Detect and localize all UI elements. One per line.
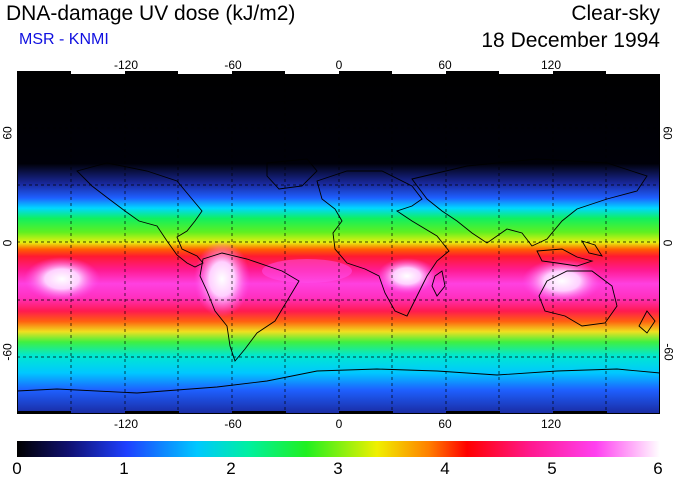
lat-tick-left: -60: [0, 343, 15, 361]
colorbar-label: 5: [547, 459, 557, 478]
lon-tick-top: 120: [540, 58, 562, 72]
lon-tick-bottom: 60: [438, 417, 452, 431]
date-label: 18 December 1994: [481, 29, 660, 52]
lon-tick-top: -60: [224, 58, 242, 72]
lon-tick-bottom: -120: [113, 417, 139, 431]
lon-tick-top: -120: [113, 58, 139, 72]
lon-tick-bottom: -60: [224, 417, 242, 431]
colorbar-label: 2: [226, 459, 236, 478]
colorbar-label: 4: [440, 459, 450, 478]
lon-tick-top: 0: [335, 58, 343, 72]
colorbar-label: 0: [12, 459, 22, 478]
lon-tick-bottom: 120: [540, 417, 562, 431]
sky-condition-label: Clear-sky: [571, 2, 660, 25]
colorbar-gradient: [17, 441, 660, 457]
lon-tick-top: 60: [438, 58, 452, 72]
lat-tick-left: 0: [0, 239, 15, 247]
colorbar: [17, 441, 660, 457]
lat-tick-left: 60: [0, 126, 15, 140]
colorbar-label: 6: [653, 459, 663, 478]
uv-dose-map: [17, 71, 660, 414]
lat-tick-right: 60: [660, 126, 675, 140]
data-source-label: MSR - KNMI: [19, 31, 109, 48]
lat-tick-right: -60: [661, 343, 676, 361]
colorbar-label: 1: [119, 459, 129, 478]
lat-tick-right: 0: [660, 239, 675, 247]
colorbar-label: 3: [333, 459, 343, 478]
map-title: DNA-damage UV dose (kJ/m2): [6, 2, 296, 25]
lon-tick-bottom: 0: [335, 417, 343, 431]
